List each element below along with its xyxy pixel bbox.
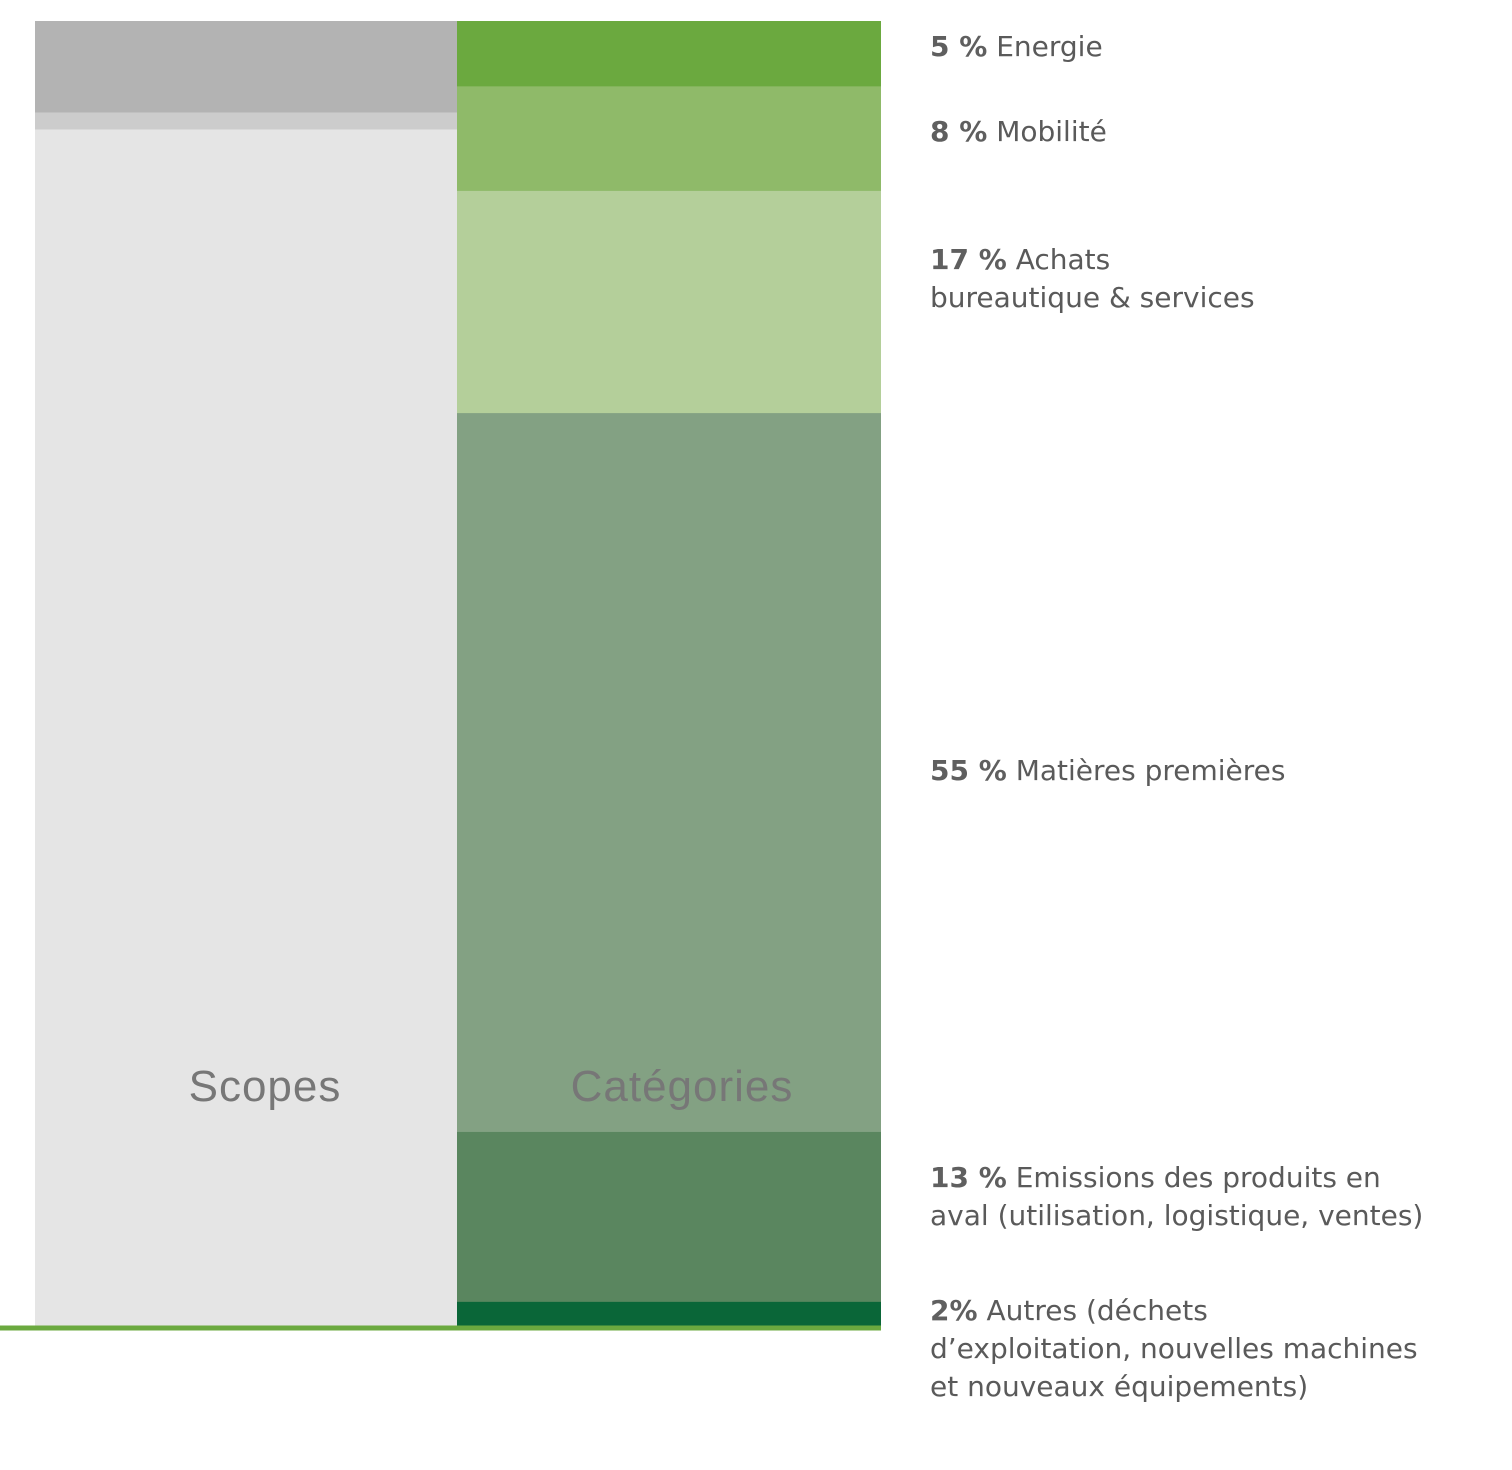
category-segment xyxy=(457,21,881,87)
x-axis-label-scopes: Scopes xyxy=(188,1062,342,1111)
legend-item-mobilite: 8 % Mobilité xyxy=(930,113,1107,151)
legend-item-emissions: 13 % Emissions des produits en aval (util… xyxy=(930,1159,1423,1235)
categories-bar xyxy=(457,21,881,1329)
legend-pct: 8 % xyxy=(930,115,988,148)
scopes-segment xyxy=(35,129,457,1329)
legend-pct: 17 % xyxy=(930,243,1007,276)
legend-item-matieres: 55 % Matières premières xyxy=(930,752,1286,790)
category-segment xyxy=(457,86,881,192)
scopes-segment xyxy=(35,112,457,130)
legend-item-autres: 2% Autres (déchets d’exploitation, nouvel… xyxy=(930,1292,1418,1406)
legend-label: Autres (déchets d’exploitation, nouvelles… xyxy=(930,1294,1418,1403)
legend-label: Emissions des produits en aval (utilisati… xyxy=(930,1161,1424,1232)
scopes-bar xyxy=(35,21,457,1329)
legend-label: Energie xyxy=(996,30,1103,63)
legend-item-energie: 5 % Energie xyxy=(930,28,1103,66)
legend-label: Mobilité xyxy=(996,115,1107,148)
legend-pct: 13 % xyxy=(930,1161,1007,1194)
category-segment xyxy=(457,190,881,414)
legend-pct: 55 % xyxy=(930,754,1007,787)
legend-item-achats: 17 % Achats bureautique & services xyxy=(930,241,1255,317)
x-axis-label-categories: Catégories xyxy=(570,1062,794,1111)
category-segment xyxy=(457,1301,881,1329)
scopes-segment xyxy=(35,21,457,113)
legend-label: Matières premières xyxy=(1015,754,1286,787)
legend-label: Achats bureautique & services xyxy=(930,243,1255,314)
category-segment xyxy=(457,1131,881,1303)
category-segment xyxy=(457,413,881,1133)
legend-pct: 2% xyxy=(930,1294,978,1327)
legend-pct: 5 % xyxy=(930,30,988,63)
